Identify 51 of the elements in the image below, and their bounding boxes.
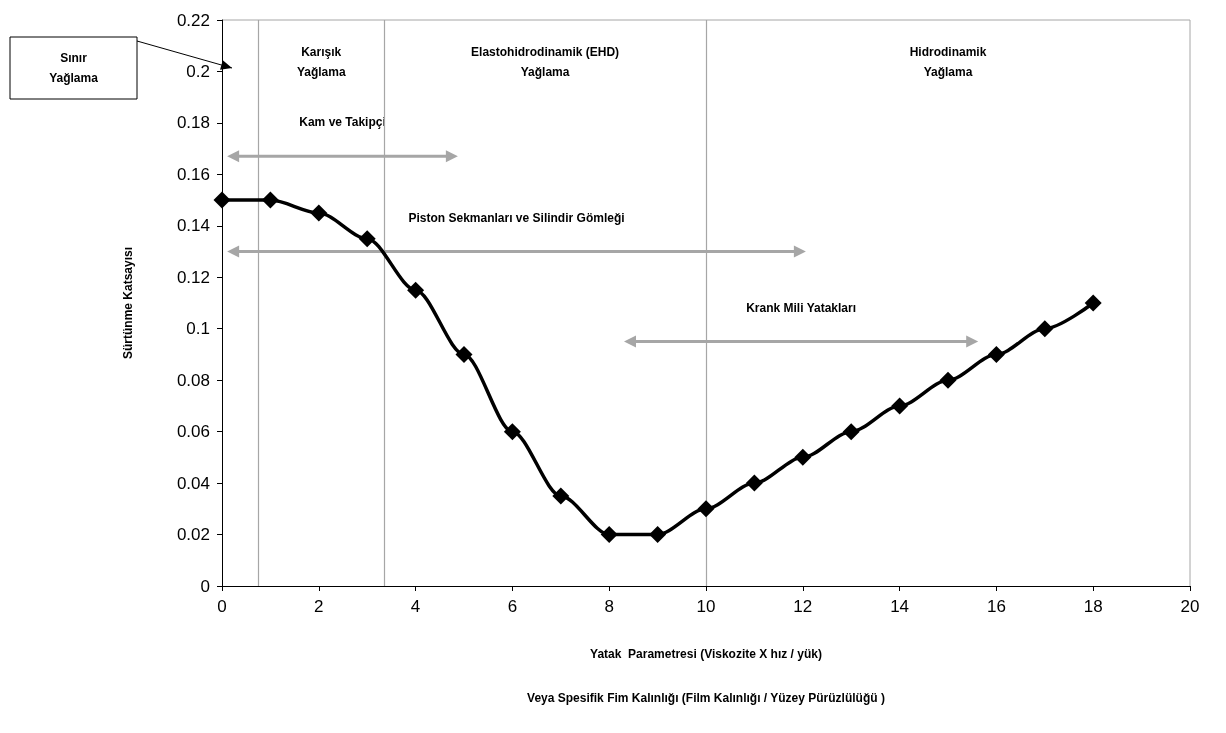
text: Krank Mili Yatakları (746, 300, 857, 315)
y-tick-label: 0.06 (176, 422, 210, 442)
point (1084, 294, 1102, 312)
x-tick-label: 18 (1083, 597, 1103, 616)
x-tick-label: 12 (793, 597, 813, 616)
x-tick-label: 0 (217, 597, 227, 616)
text: Kam ve Takipçi (299, 115, 386, 130)
x-tick-label: 14 (890, 597, 910, 616)
point (891, 397, 909, 415)
point (455, 345, 473, 363)
annotation: Karışık Yağlama (296, 45, 346, 79)
y-tick-label: 0.16 (176, 164, 210, 184)
x-tick-label: 2 (314, 597, 324, 616)
y-tick-label: 0.22 (176, 10, 210, 30)
point (310, 204, 328, 222)
y-tick-label: 0.2 (186, 61, 210, 81)
y-axis-title: Sürtünme Katsayısı (121, 246, 135, 360)
y-tick-label: 0 (200, 576, 210, 596)
annotation: Hidrodinamik Yağlama (909, 45, 987, 79)
point (261, 191, 279, 209)
text: Piston Sekmanları ve Silindir Gömleği (408, 210, 625, 225)
point (697, 500, 715, 518)
y-tick-label: 0.08 (176, 370, 210, 390)
y-tick-label: 0.04 (176, 473, 210, 493)
y-tick-label: 0.12 (176, 267, 210, 287)
point (407, 281, 425, 299)
point (939, 371, 957, 389)
y-tick-label: 0.1 (186, 319, 210, 339)
point (649, 526, 667, 544)
point (503, 423, 521, 441)
y-tick-label: 0.14 (176, 216, 210, 236)
annotation: Elastohidrodinamik (EHD) Yağlama (471, 45, 620, 79)
x-tick-label: 16 (986, 597, 1006, 616)
point (552, 487, 570, 505)
x-tick-label: 10 (696, 597, 716, 616)
point (358, 230, 376, 248)
point (600, 526, 618, 544)
text: Yatak Parametresi (Viskozite X hız / yük) Veya Spesifik Fim Kalınlığı (Film Kalınlığı / Yüzey Pürüzlülüğü ) (527, 647, 885, 705)
y-tick-label: 0.18 (176, 113, 210, 133)
point (745, 474, 763, 492)
point (794, 448, 812, 466)
y-tick-label: 0.02 (176, 525, 210, 545)
point (1036, 320, 1054, 338)
text: Sınır Yağlama (49, 51, 99, 85)
x-tick-label: 6 (507, 597, 518, 616)
point (987, 345, 1005, 363)
x-tick-label: 20 (1180, 597, 1200, 616)
x-tick-label: 4 (410, 597, 421, 616)
point (842, 423, 860, 441)
point (213, 191, 231, 209)
x-tick-label: 8 (604, 597, 614, 616)
